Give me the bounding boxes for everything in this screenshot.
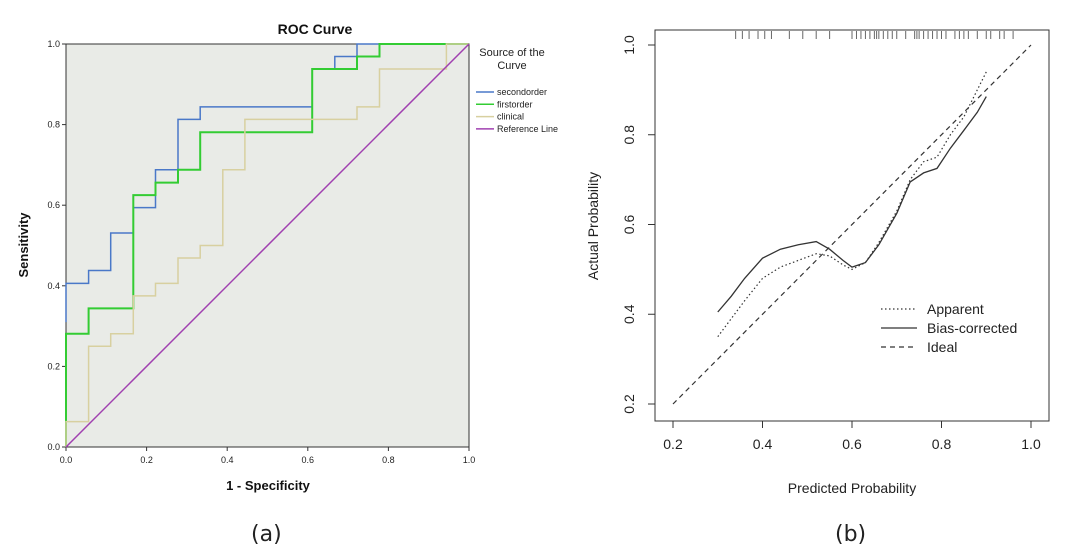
- calibration-x-axis-label: Predicted Probability: [788, 480, 916, 496]
- calibration-x-ticks: 0.2 0.4 0.6 0.8 1.0: [663, 421, 1041, 452]
- calibration-x-tick-label: 0.2: [663, 436, 683, 452]
- roc-y-ticks: 0.0 0.2 0.4 0.6 0.8 1.0: [47, 39, 66, 452]
- calibration-legend-label: Ideal: [927, 339, 957, 355]
- calibration-series-ideal: [672, 44, 1032, 405]
- roc-legend-label: Reference Line: [497, 124, 558, 134]
- calibration-y-tick-label: 0.2: [621, 394, 637, 414]
- calibration-x-tick-label: 1.0: [1021, 436, 1041, 452]
- roc-chart-title: ROC Curve: [278, 21, 353, 37]
- calibration-series-bias-corrected: [717, 96, 987, 313]
- roc-x-axis-label: 1 - Specificity: [226, 478, 311, 493]
- calibration-y-ticks: 0.2 0.4 0.6 0.8 1.0: [621, 35, 655, 414]
- roc-x-tick-label: 0.8: [382, 455, 395, 465]
- calibration-y-tick-label: 0.6: [621, 215, 637, 235]
- roc-legend-label: firstorder: [497, 99, 533, 109]
- calibration-x-tick-label: 0.8: [932, 436, 952, 452]
- roc-legend-title-line: Source of the: [479, 47, 544, 59]
- roc-x-tick-label: 0.2: [140, 455, 153, 465]
- calibration-series-apparent: [717, 71, 987, 338]
- roc-x-ticks: 0.0 0.2 0.4 0.6 0.8 1.0: [60, 447, 476, 465]
- roc-y-tick-label: 0.2: [47, 361, 60, 371]
- caption-b: (b): [835, 522, 867, 547]
- calibration-legend-label: Apparent: [927, 301, 984, 317]
- roc-legend: Source of the Curve secondorder firstorder…: [476, 47, 558, 134]
- roc-y-tick-label: 0.4: [47, 281, 60, 291]
- calibration-y-tick-label: 1.0: [621, 35, 637, 55]
- calibration-legend-label: Bias-corrected: [927, 320, 1017, 336]
- roc-chart: ROC Curve 1 - Specificity Sensitivity 0.…: [16, 21, 558, 493]
- roc-y-tick-label: 1.0: [47, 39, 60, 49]
- roc-y-axis-label: Sensitivity: [16, 212, 31, 278]
- calibration-y-tick-label: 0.4: [621, 304, 637, 324]
- caption-a: (a): [251, 522, 282, 547]
- roc-y-tick-label: 0.8: [47, 120, 60, 130]
- roc-x-tick-label: 1.0: [463, 455, 476, 465]
- calibration-x-tick-label: 0.6: [842, 436, 862, 452]
- calibration-legend: Apparent Bias-corrected Ideal: [881, 301, 1017, 355]
- calibration-x-tick-label: 0.4: [753, 436, 773, 452]
- roc-y-tick-label: 0.6: [47, 200, 60, 210]
- roc-x-tick-label: 0.4: [221, 455, 234, 465]
- roc-legend-title: Source of the Curve: [479, 47, 544, 72]
- roc-x-tick-label: 0.6: [302, 455, 315, 465]
- roc-series-reference-line: [65, 43, 470, 448]
- calibration-series-group: [672, 44, 1032, 405]
- roc-legend-label: secondorder: [497, 87, 547, 97]
- calibration-rug: [735, 31, 1014, 39]
- roc-series-clinical: [65, 43, 469, 447]
- calibration-chart: Predicted Probability Actual Probability…: [585, 29, 1050, 496]
- roc-series-group: [65, 43, 470, 448]
- roc-legend-title-line: Curve: [497, 60, 526, 72]
- roc-legend-items: secondorder firstorder clinical Reference L…: [476, 87, 558, 134]
- calibration-y-axis-label: Actual Probability: [585, 172, 601, 280]
- roc-x-tick-label: 0.0: [60, 455, 73, 465]
- roc-y-tick-label: 0.0: [47, 442, 60, 452]
- roc-legend-label: clinical: [497, 112, 524, 122]
- calibration-y-tick-label: 0.8: [621, 125, 637, 145]
- roc-series-firstorder: [65, 43, 469, 447]
